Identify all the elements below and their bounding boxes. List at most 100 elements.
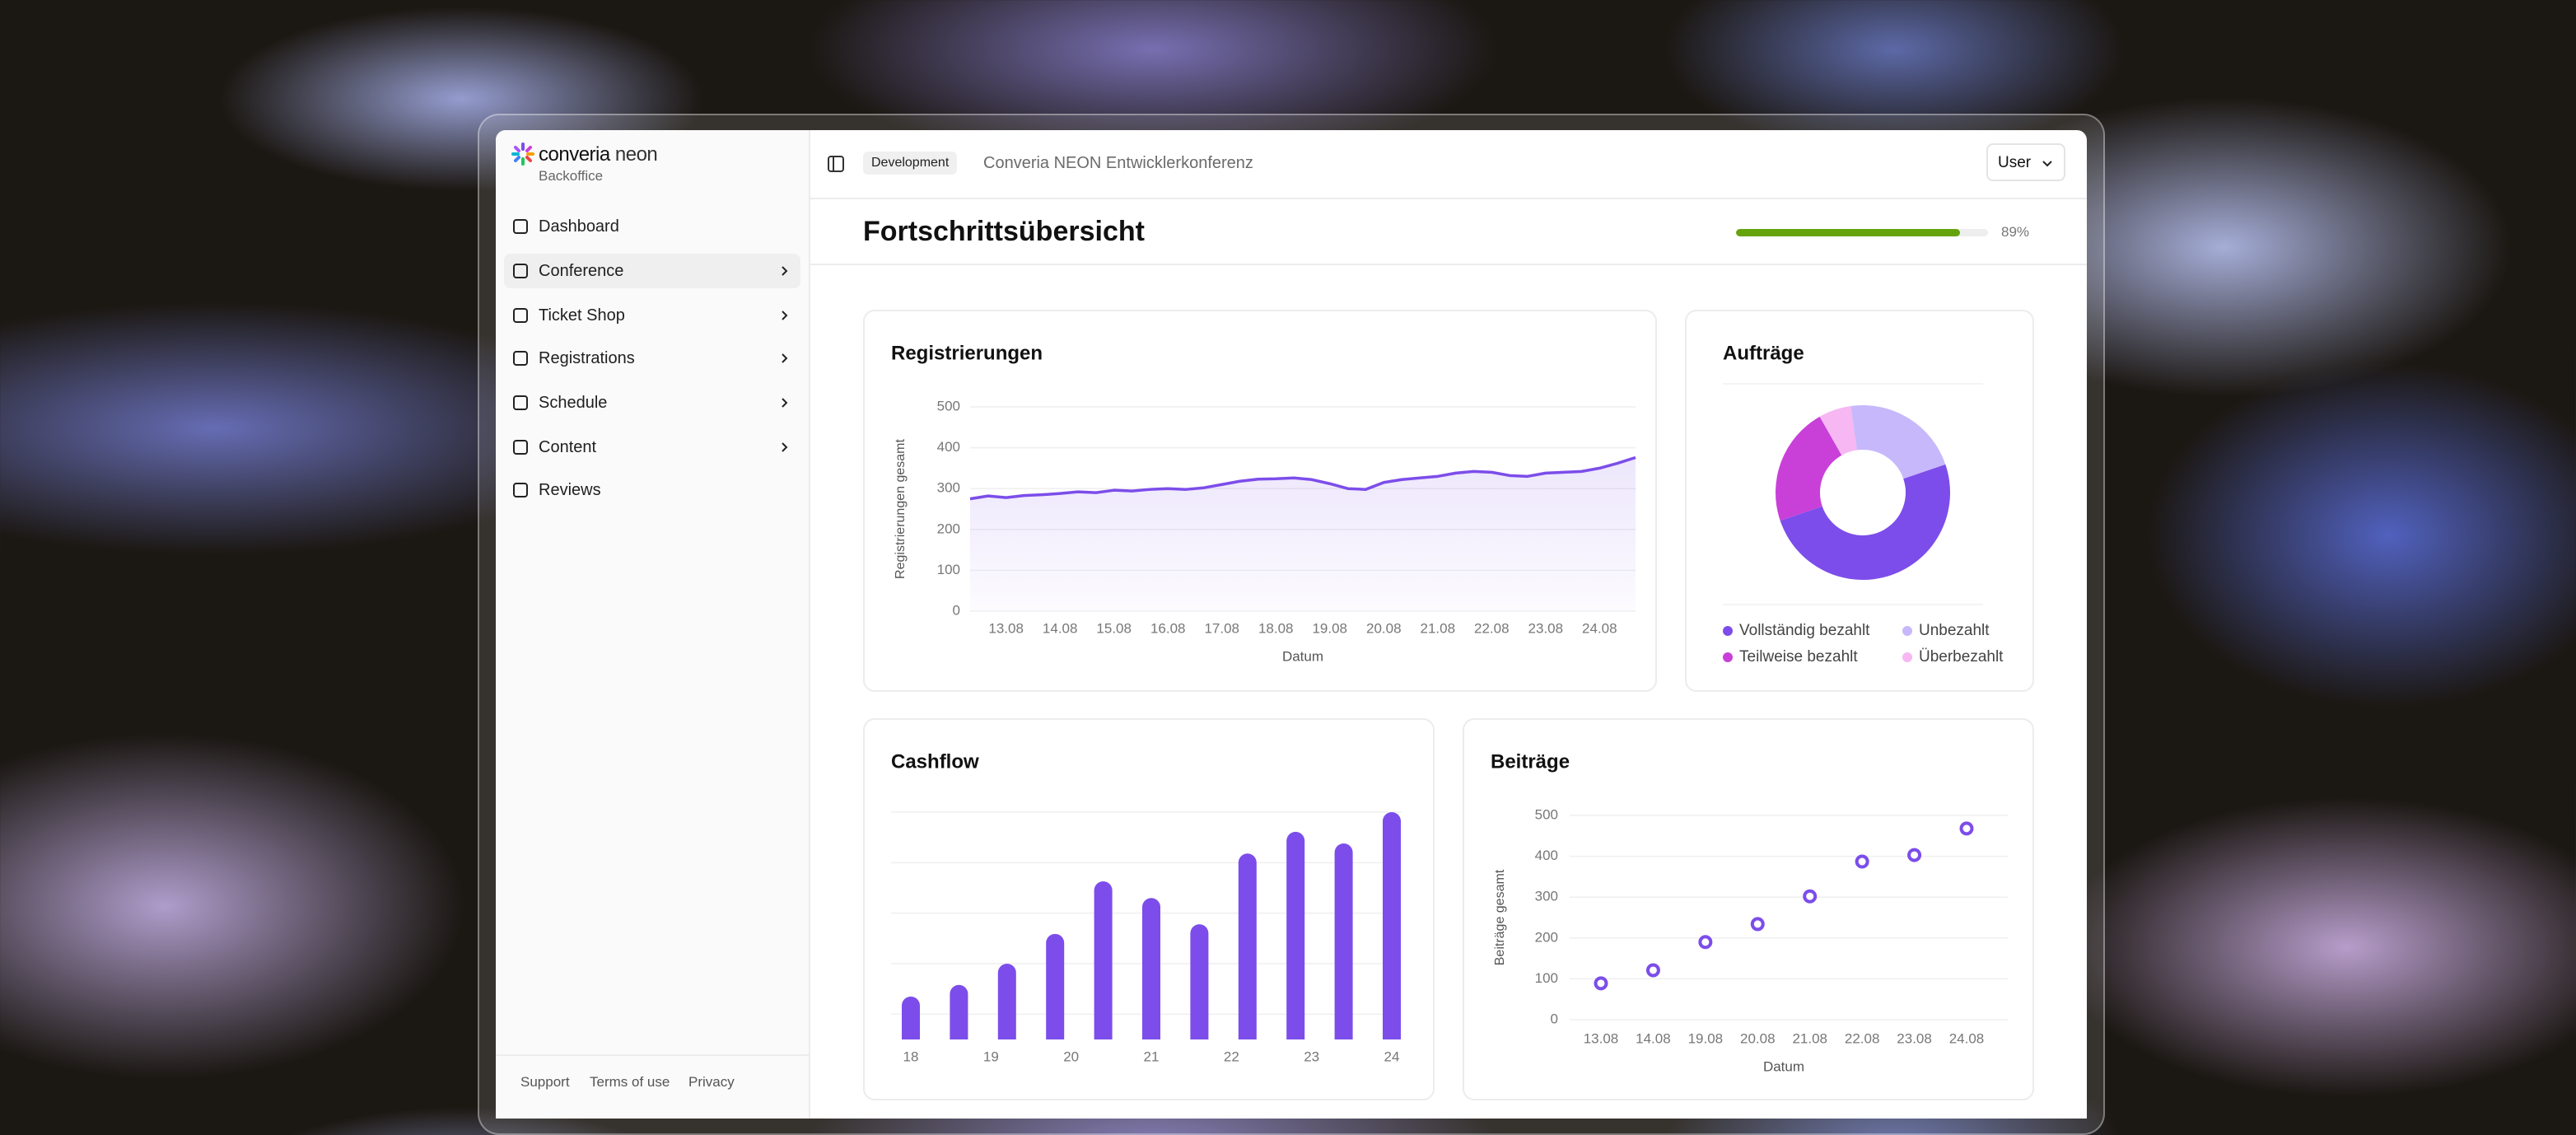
y-tick-label: 500 bbox=[1535, 806, 1558, 822]
nav-label: Dashboard bbox=[539, 217, 619, 236]
x-tick-label: 21.08 bbox=[1792, 1030, 1827, 1046]
x-tick-label: 20.08 bbox=[1366, 620, 1402, 636]
footer-divider bbox=[496, 1054, 809, 1056]
nav-item[interactable]: Registrations bbox=[504, 341, 800, 376]
nav-item[interactable]: Content bbox=[504, 430, 800, 465]
sidebar-toggle[interactable] bbox=[827, 155, 845, 173]
point bbox=[1803, 889, 1818, 904]
legend-swatch bbox=[1723, 652, 1733, 662]
brand-suffix: neon bbox=[614, 143, 658, 166]
x-tick-label: 15.08 bbox=[1096, 620, 1132, 636]
x-tick-label: 13.08 bbox=[1584, 1030, 1619, 1046]
logo-icon bbox=[511, 142, 534, 166]
x-tick-label: 20.08 bbox=[1740, 1030, 1776, 1046]
card: Beiträge 0 100 200 300 400 500 13.08 14.08 19.08 2… bbox=[1463, 718, 2034, 1100]
point bbox=[1750, 917, 1765, 932]
donut-slice bbox=[1780, 464, 1950, 580]
card: Cashflow 18 19 20 21 22 23 24 bbox=[863, 718, 1435, 1100]
x-tick-label: 19.08 bbox=[1688, 1030, 1724, 1046]
nav-item[interactable]: Conference bbox=[504, 254, 800, 288]
progress-track bbox=[1736, 229, 1988, 236]
legend-swatch bbox=[1902, 652, 1912, 662]
chevron bbox=[782, 353, 788, 363]
x-tick-label: 14.08 bbox=[1043, 620, 1078, 636]
x-tick-label: 19.08 bbox=[1312, 620, 1347, 636]
x-tick-label: 14.08 bbox=[1636, 1030, 1671, 1046]
chart: Beiträge 0 100 200 300 400 500 13.08 14.08 19.08 2… bbox=[1491, 750, 2008, 1074]
bar bbox=[1094, 881, 1113, 1039]
y-tick-label: 500 bbox=[937, 398, 960, 413]
x-tick-label: 20 bbox=[1063, 1049, 1079, 1064]
user-label: User bbox=[1998, 154, 2032, 171]
x-tick-label: 22.08 bbox=[1474, 620, 1510, 636]
footer-link[interactable]: Support bbox=[520, 1074, 570, 1090]
icon-shape bbox=[513, 264, 528, 278]
icon-shape bbox=[513, 351, 528, 366]
chart: Registrierungen 0 100 200 300 400 500 13.08 14.0… bbox=[891, 342, 1636, 664]
y-tick-label: 300 bbox=[937, 480, 960, 496]
x-tick-label: 16.08 bbox=[1150, 620, 1186, 636]
nav-icon bbox=[513, 440, 528, 455]
progress-label: 89% bbox=[2001, 224, 2030, 240]
brand-name: converia bbox=[539, 143, 610, 166]
chevron-down bbox=[2042, 161, 2052, 167]
nav-icon bbox=[513, 483, 528, 497]
nav-icon bbox=[513, 219, 528, 234]
chevron-right bbox=[782, 353, 788, 363]
footer-link[interactable]: Privacy bbox=[688, 1074, 735, 1090]
chevron bbox=[782, 311, 788, 320]
y-tick-label: 400 bbox=[1535, 848, 1558, 863]
x-tick-label: 23.08 bbox=[1528, 620, 1564, 636]
event-name: Converia NEON Entwicklerkonferenz bbox=[983, 154, 1253, 172]
bar bbox=[1383, 812, 1401, 1039]
icon-shape bbox=[513, 308, 528, 323]
x-tick-label: 24 bbox=[1384, 1049, 1400, 1064]
icon-shape bbox=[513, 395, 528, 410]
x-tick-label: 22.08 bbox=[1845, 1030, 1880, 1046]
y-tick-label: 100 bbox=[937, 562, 960, 577]
donut-slice bbox=[1819, 406, 1857, 455]
donut-slice bbox=[1850, 405, 1946, 479]
nav-item[interactable]: Reviews bbox=[504, 473, 800, 507]
nav-label: Content bbox=[539, 438, 597, 456]
card: Aufträge Unbezahlt Vollständig bezahlt Teil… bbox=[1685, 310, 2034, 692]
legend-label: Teilweise bezahlt bbox=[1739, 648, 1858, 666]
brand-subtitle: Backoffice bbox=[539, 168, 604, 184]
chart-title: Beiträge bbox=[1491, 750, 1570, 773]
nav-icon bbox=[513, 264, 528, 278]
x-tick-label: 17.08 bbox=[1204, 620, 1239, 636]
x-tick-label: 24.08 bbox=[1949, 1030, 1985, 1046]
page-header: Fortschrittsübersicht 89% bbox=[810, 199, 2087, 265]
nav-icon bbox=[513, 351, 528, 366]
x-axis-label: Datum bbox=[1763, 1058, 1804, 1074]
legend-label: Vollständig bezahlt bbox=[1739, 622, 1870, 639]
y-tick-label: 200 bbox=[1535, 929, 1558, 945]
bar bbox=[997, 964, 1016, 1039]
icon-shape bbox=[513, 219, 528, 234]
bar bbox=[1046, 933, 1065, 1039]
point bbox=[1698, 935, 1713, 950]
nav-item[interactable]: Dashboard bbox=[504, 209, 800, 244]
chart: Cashflow 18 19 20 21 22 23 24 bbox=[891, 750, 1402, 1064]
y-axis-label: Registrierungen gesamt bbox=[894, 439, 908, 579]
y-tick-label: 0 bbox=[1551, 1011, 1558, 1026]
card: Registrierungen 0 100 200 300 400 500 13.08 14.0… bbox=[863, 310, 1657, 692]
nav-label: Reviews bbox=[539, 481, 601, 499]
user-menu[interactable]: User bbox=[1986, 143, 2065, 181]
x-tick-label: 23.08 bbox=[1897, 1030, 1932, 1046]
point bbox=[1645, 963, 1660, 978]
app: converia neon Backoffice Dashboard Confer… bbox=[496, 130, 2087, 1119]
page-title: Fortschrittsübersicht bbox=[863, 216, 1145, 247]
x-tick-label: 18.08 bbox=[1258, 620, 1294, 636]
y-tick-label: 300 bbox=[1535, 889, 1558, 904]
legend-swatch bbox=[1902, 626, 1912, 636]
chevron bbox=[782, 266, 788, 276]
nav-item[interactable]: Schedule bbox=[504, 385, 800, 420]
nav-icon bbox=[513, 395, 528, 410]
nav-item[interactable]: Ticket Shop bbox=[504, 298, 800, 333]
point bbox=[1959, 821, 1974, 836]
icon-shape bbox=[513, 483, 528, 497]
footer-link[interactable]: Terms of use bbox=[590, 1074, 670, 1090]
chevron-right bbox=[782, 442, 788, 452]
